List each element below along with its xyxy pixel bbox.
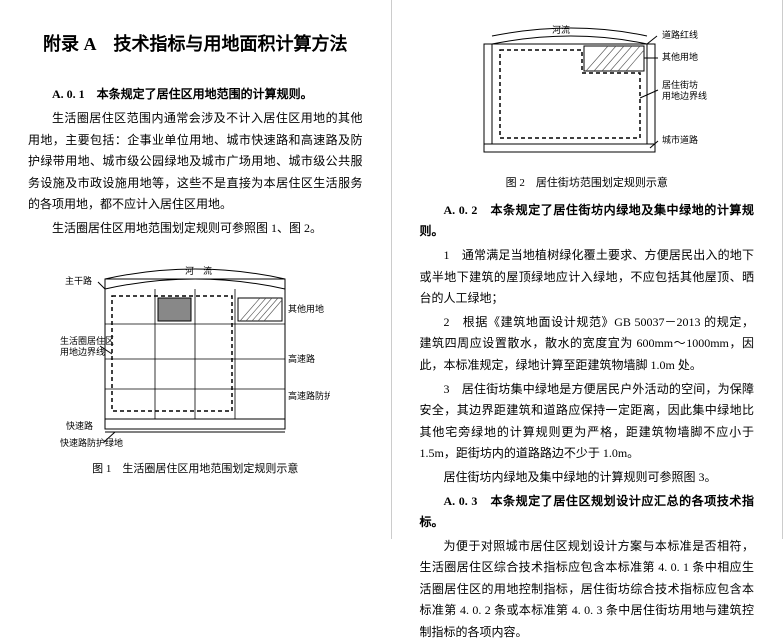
page-right: 河流 道路红线 其他用 <box>392 0 783 539</box>
a03-label: A. 0. 3 本条规定了居住区规划设计应汇总的各项技术指标。 <box>420 494 755 530</box>
appendix-title: 附录 A 技术指标与用地面积计算方法 <box>28 28 363 60</box>
fig2-river-label: 河流 <box>552 24 570 35</box>
para-a02-3: 3 居住街坊集中绿地是方便居民户外活动的空间，为保障安全，其边界距建筑和道路应保… <box>420 379 755 465</box>
a01-label: A. 0. 1 本条规定了居住区用地范围的计算规则。 <box>52 87 313 101</box>
para-a02-head: A. 0. 2 本条规定了居住街坊内绿地及集中绿地的计算规则。 <box>420 200 755 243</box>
para-a03-head: A. 0. 3 本条规定了居住区规划设计应汇总的各项技术指标。 <box>420 491 755 534</box>
figure-2-caption: 图 2 居住街坊范围划定规则示意 <box>420 174 755 194</box>
para-a03-body: 为便于对照城市居住区规划设计方案与本标准是否相符，生活圈居住区综合技术指标应包含… <box>420 536 755 644</box>
para-a02-1: 1 通常满足当地植树绿化覆土要求、方便居民出入的地下或半地下建筑的屋顶绿地应计入… <box>420 245 755 310</box>
fig1-trunk-label: 主干路 <box>65 275 92 286</box>
fig1-highway-green-label: 高速路防护绿地 <box>288 390 330 401</box>
fig1-expressway-green-label: 快速路防护绿地 <box>60 437 123 448</box>
para-a02-2: 2 根据《建筑地面设计规范》GB 50037－2013 的规定，建筑四周应设置散… <box>420 312 755 377</box>
figure-1-caption: 图 1 生活圈居住区用地范围划定规则示意 <box>28 460 363 480</box>
figure-1-svg: 河 流 主干路 <box>60 254 330 454</box>
a02-label: A. 0. 2 本条规定了居住街坊内绿地及集中绿地的计算规则。 <box>420 203 755 239</box>
figure-2: 河流 道路红线 其他用 <box>420 18 755 194</box>
fig2-other-label: 其他用地 <box>662 51 698 62</box>
page-left: 附录 A 技术指标与用地面积计算方法 A. 0. 1 本条规定了居住区用地范围的… <box>0 0 392 539</box>
fig1-boundary-label: 生活圈居住区 用地边界线 <box>60 335 116 357</box>
fig1-highway-label: 高速路 <box>288 353 315 364</box>
figure-1: 河 流 主干路 <box>28 254 363 480</box>
para-a02-ref: 居住街坊内绿地及集中绿地的计算规则可参照图 3。 <box>420 467 755 489</box>
figure-2-svg: 河流 道路红线 其他用 <box>462 18 712 168</box>
fig1-other-label: 其他用地 <box>288 303 324 314</box>
para-a01-body2: 生活圈居住区用地范围划定规则可参照图 1、图 2。 <box>28 218 363 240</box>
fig2-boundary-label: 居住街坊 用地边界线 <box>662 79 707 101</box>
fig1-expressway-label: 快速路 <box>66 420 93 431</box>
fig2-redline-label: 道路红线 <box>662 29 698 40</box>
fig1-river-label: 河 流 <box>185 265 212 276</box>
fig2-road-label: 城市道路 <box>662 134 698 145</box>
para-a01-head: A. 0. 1 本条规定了居住区用地范围的计算规则。 <box>28 84 363 106</box>
para-a01-body1: 生活圈居住区范围内通常会涉及不计入居住区用地的其他用地，主要包括：企事业单位用地… <box>28 108 363 216</box>
